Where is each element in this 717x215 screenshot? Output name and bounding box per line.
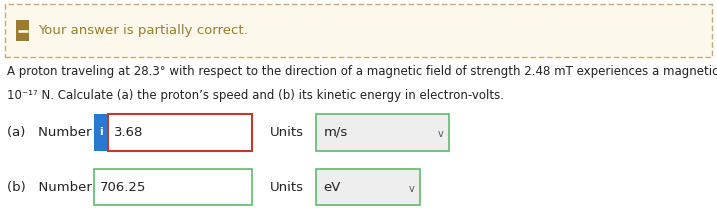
- Text: eV: eV: [323, 181, 341, 194]
- Text: A proton traveling at 28.3° with respect to the direction of a magnetic field of: A proton traveling at 28.3° with respect…: [7, 64, 717, 77]
- Text: Your answer is partially correct.: Your answer is partially correct.: [38, 24, 248, 37]
- Text: m/s: m/s: [323, 126, 348, 139]
- FancyBboxPatch shape: [94, 169, 252, 205]
- Text: 706.25: 706.25: [100, 181, 146, 194]
- FancyBboxPatch shape: [108, 114, 252, 150]
- Text: (b)   Number: (b) Number: [7, 181, 92, 194]
- FancyBboxPatch shape: [94, 114, 108, 150]
- FancyBboxPatch shape: [16, 20, 29, 41]
- Text: 10⁻¹⁷ N. Calculate (a) the proton’s speed and (b) its kinetic energy in electron: 10⁻¹⁷ N. Calculate (a) the proton’s spee…: [7, 89, 504, 102]
- FancyBboxPatch shape: [316, 169, 420, 205]
- FancyBboxPatch shape: [316, 114, 449, 150]
- Text: v: v: [437, 129, 443, 139]
- Text: Units: Units: [270, 181, 303, 194]
- Text: Units: Units: [270, 126, 303, 139]
- FancyBboxPatch shape: [5, 4, 712, 57]
- Text: (a)   Number: (a) Number: [7, 126, 92, 139]
- Text: 3.68: 3.68: [114, 126, 143, 139]
- Text: i: i: [99, 127, 103, 137]
- Text: v: v: [409, 184, 414, 194]
